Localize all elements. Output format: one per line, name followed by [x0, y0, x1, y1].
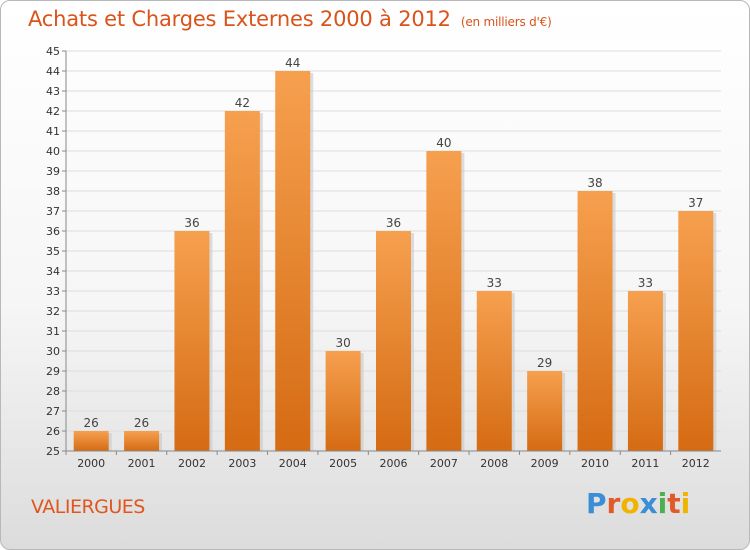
data-label: 36 [184, 216, 199, 230]
bar [527, 371, 563, 451]
data-label: 37 [688, 196, 703, 210]
bar [627, 291, 663, 451]
y-tick-label: 34 [46, 265, 60, 278]
data-label: 30 [335, 336, 350, 350]
logo-letter: t [667, 487, 681, 520]
bar [426, 151, 462, 451]
x-tick-label: 2000 [77, 457, 105, 470]
x-tick-label: 2010 [581, 457, 609, 470]
x-tick-label: 2011 [631, 457, 659, 470]
axes: 25 26 27 28 29 30 31 32 33 34 35 36 37 38 39 40 41 42 43 44… [46, 45, 721, 470]
y-tick-label: 44 [46, 65, 60, 78]
bar [275, 71, 311, 451]
y-tick-label: 33 [46, 285, 60, 298]
logo-letter: P [586, 487, 607, 520]
data-label: 38 [587, 176, 602, 190]
x-tick-label: 2003 [228, 457, 256, 470]
x-tick-label: 2002 [178, 457, 206, 470]
data-label: 33 [487, 276, 502, 290]
x-tick-label: 2009 [531, 457, 559, 470]
x-tick-label: 2008 [480, 457, 508, 470]
y-tick-label: 39 [46, 165, 60, 178]
bar [224, 111, 260, 451]
x-tick-label: 2006 [380, 457, 408, 470]
data-label: 26 [134, 416, 149, 430]
y-tick-label: 45 [46, 45, 60, 58]
bar [325, 351, 361, 451]
logo-letter: r [606, 487, 621, 520]
bar [678, 211, 714, 451]
y-tick-label: 37 [46, 205, 60, 218]
y-tick-label: 25 [46, 445, 60, 458]
y-tick-label: 42 [46, 105, 60, 118]
y-tick-label: 40 [46, 145, 60, 158]
x-tick-label: 2005 [329, 457, 357, 470]
commune-name: VALIERGUES [31, 496, 145, 518]
y-tick-label: 35 [46, 245, 60, 258]
data-label: 33 [638, 276, 653, 290]
proxiti-logo[interactable]: Proxiti [586, 487, 690, 520]
y-tick-label: 27 [46, 405, 60, 418]
logo-letter: i [657, 487, 668, 520]
y-tick-label: 32 [46, 305, 60, 318]
chart-title: Achats et Charges Externes 2000 à 2012 (e… [28, 7, 552, 31]
y-tick-label: 38 [46, 185, 60, 198]
y-tick-label: 43 [46, 85, 60, 98]
data-label: 26 [84, 416, 99, 430]
y-tick-label: 41 [46, 125, 60, 138]
y-tick-label: 29 [46, 365, 60, 378]
y-tick-label: 36 [46, 225, 60, 238]
x-tick-label: 2004 [279, 457, 307, 470]
logo-letter: i [680, 487, 691, 520]
data-label: 40 [436, 136, 451, 150]
title-text: Achats et Charges Externes 2000 à 2012 [28, 7, 451, 31]
data-label: 44 [285, 56, 300, 70]
bar [577, 191, 613, 451]
data-label: 42 [235, 96, 250, 110]
bars: 26 26 36 42 44 30 36 40 33 29 38 33 37 [73, 56, 717, 451]
bar [73, 431, 109, 451]
y-tick-label: 31 [46, 325, 60, 338]
data-label: 36 [386, 216, 401, 230]
x-tick-label: 2001 [128, 457, 156, 470]
bar [174, 231, 210, 451]
bar [476, 291, 512, 451]
logo-letter: o [620, 487, 640, 520]
logo-letter: x [639, 487, 658, 520]
y-tick-label: 26 [46, 425, 60, 438]
x-tick-label: 2007 [430, 457, 458, 470]
x-tick-label: 2012 [682, 457, 710, 470]
y-tick-label: 28 [46, 385, 60, 398]
bar [124, 431, 160, 451]
bar [376, 231, 411, 451]
y-tick-label: 30 [46, 345, 60, 358]
chart-subtitle: (en milliers d'€) [460, 15, 552, 29]
data-label: 29 [537, 356, 552, 370]
